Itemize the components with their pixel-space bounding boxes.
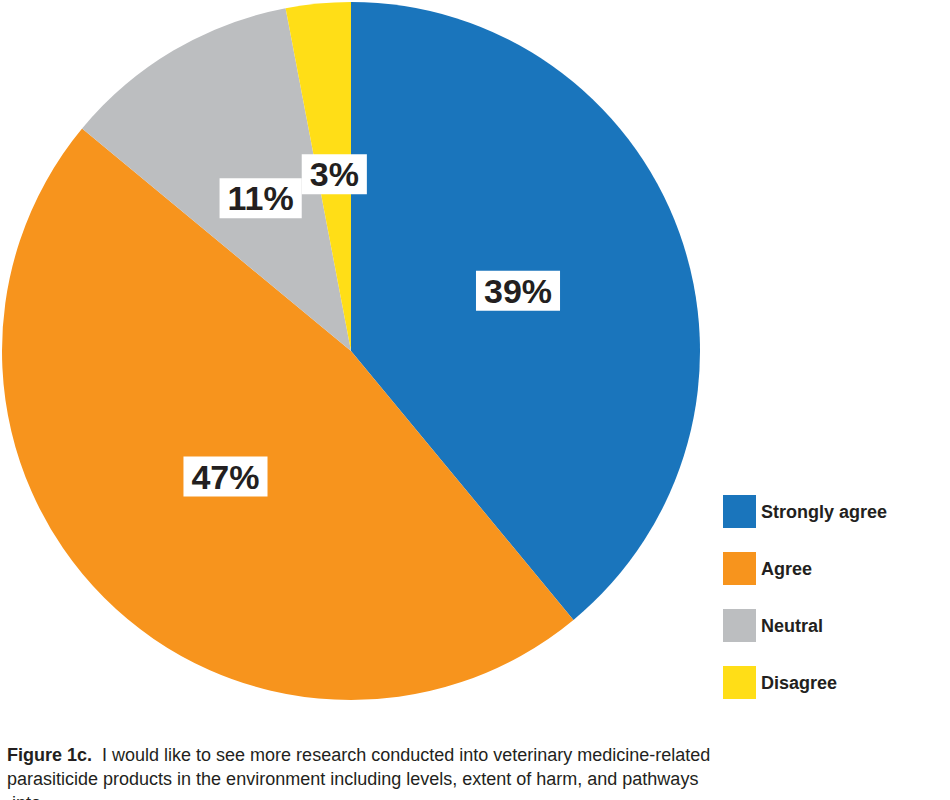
svg-text:11%: 11% xyxy=(228,179,294,217)
svg-text:into.: into. xyxy=(7,793,46,800)
svg-text:Neutral: Neutral xyxy=(761,616,823,636)
svg-text:Disagree: Disagree xyxy=(761,673,837,693)
svg-text:Strongly agree: Strongly agree xyxy=(761,502,887,522)
svg-text:parasiticide products in the e: parasiticide products in the environment… xyxy=(7,769,698,789)
svg-text:47%: 47% xyxy=(191,458,259,496)
svg-text:I would like to see more resea: I would like to see more research conduc… xyxy=(102,745,715,765)
svg-text:Figure 1c.: Figure 1c. xyxy=(7,745,92,765)
svg-text:3%: 3% xyxy=(310,155,359,193)
svg-text:Agree: Agree xyxy=(761,559,812,579)
svg-text:39%: 39% xyxy=(484,272,552,310)
